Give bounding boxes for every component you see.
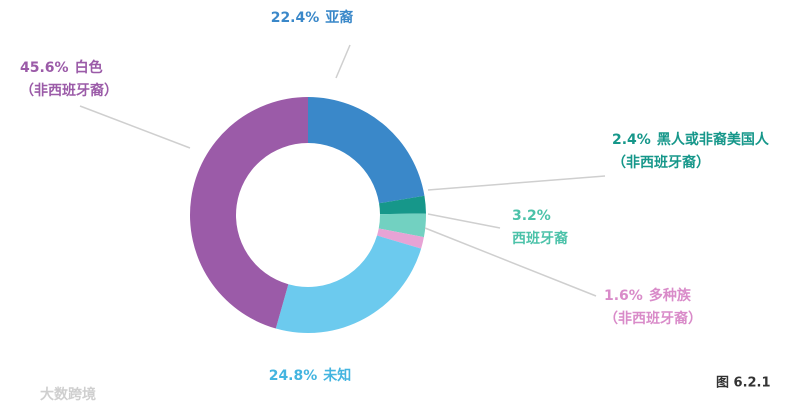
donut-slice: [377, 228, 424, 249]
category-label: （非西班牙裔）: [612, 154, 710, 171]
slice-label: 1.6% 多种族: [604, 287, 692, 304]
donut-slice: [378, 213, 427, 238]
category-label: （非西班牙裔）: [20, 82, 118, 99]
category-label: 白色: [75, 59, 103, 76]
value-label: 45.6%: [20, 60, 69, 76]
slice-label: （非西班牙裔）: [612, 154, 710, 171]
value-label: 22.4%: [271, 10, 320, 26]
donut-slice: [190, 97, 308, 329]
leader-line: [427, 175, 606, 191]
donut-slice: [308, 97, 425, 204]
slice-label: 45.6% 白色: [20, 59, 103, 76]
leader-line: [335, 44, 351, 79]
donut-slice: [379, 195, 426, 215]
value-label: 1.6%: [604, 288, 643, 304]
figure-label: 图 6.2.1: [716, 376, 771, 391]
category-label: 西班牙裔: [512, 230, 568, 247]
value-label: 2.4%: [612, 132, 651, 148]
slice-label: 24.8% 未知: [269, 367, 352, 384]
value-label: 3.2%: [512, 208, 551, 224]
slice-label: 3.2%: [512, 208, 551, 224]
slice-label: 西班牙裔: [512, 230, 568, 247]
slice-label: （非西班牙裔）: [20, 82, 118, 99]
slice-label: （非西班牙裔）: [604, 310, 702, 327]
leader-line: [424, 227, 597, 297]
category-label: 未知: [323, 367, 351, 384]
category-label: 亚裔: [325, 9, 353, 26]
slice-label: 2.4% 黑人或非裔美国人: [612, 131, 770, 148]
category-label: 黑人或非裔美国人: [657, 131, 770, 148]
watermark: 大数跨境: [40, 386, 96, 403]
leader-line: [427, 213, 501, 229]
value-label: 24.8%: [269, 368, 318, 384]
donut-slice: [275, 235, 422, 333]
slice-label: 22.4% 亚裔: [271, 9, 354, 26]
category-label: （非西班牙裔）: [604, 310, 702, 327]
leader-line: [79, 105, 191, 149]
category-label: 多种族: [649, 287, 692, 304]
